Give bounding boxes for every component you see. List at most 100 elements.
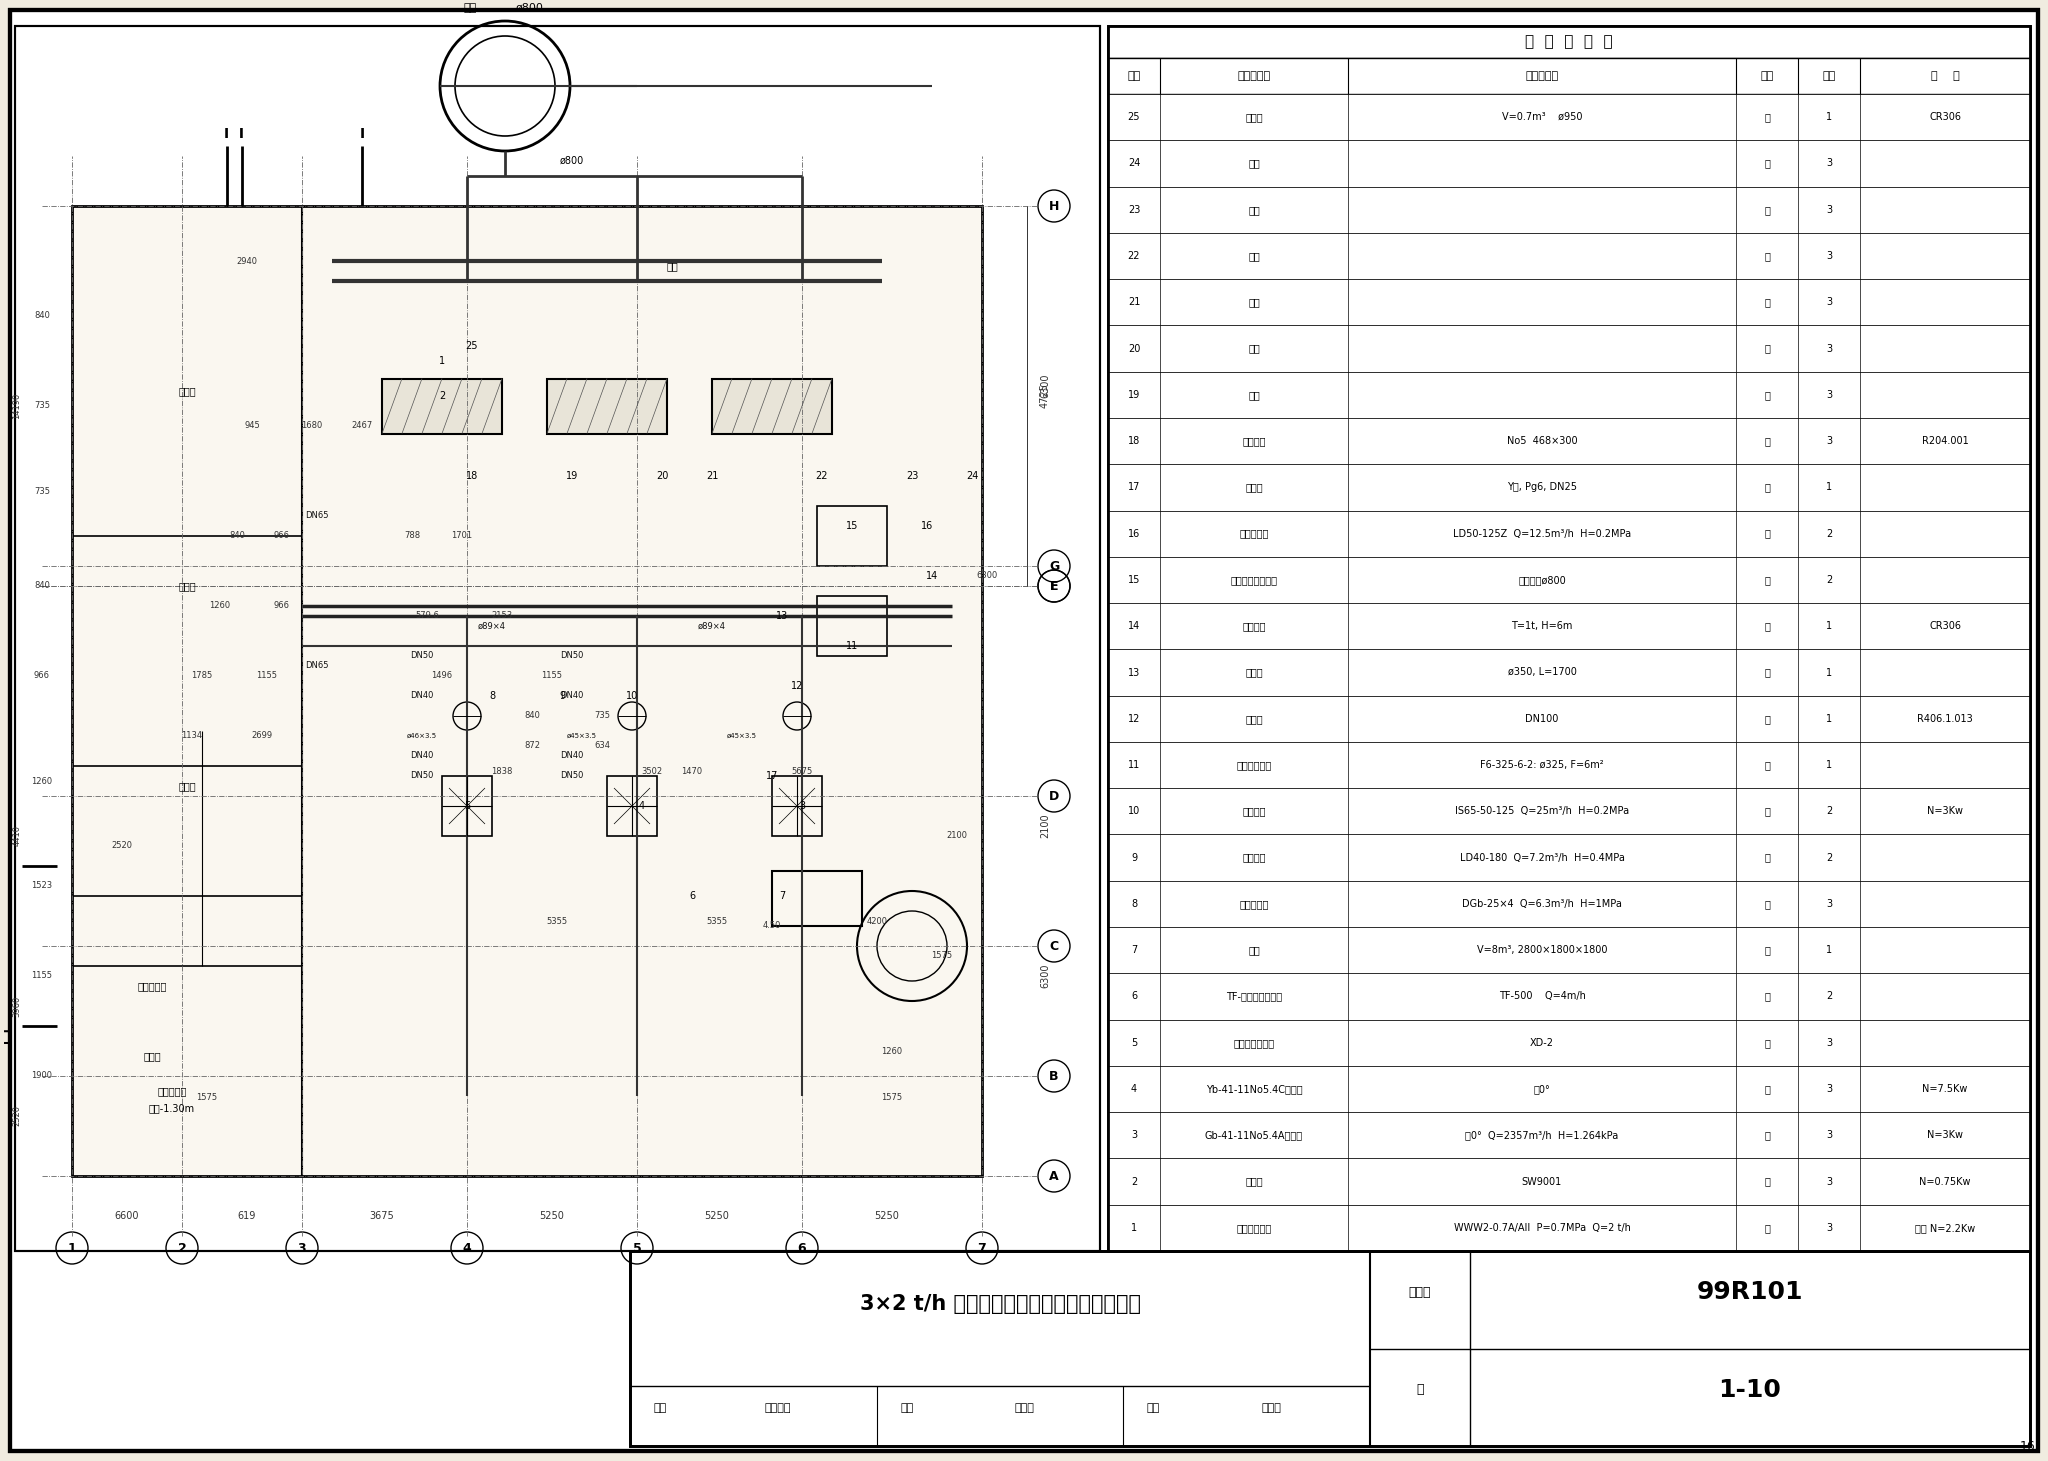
Text: 台: 台	[1763, 1131, 1769, 1140]
Text: 20: 20	[1128, 343, 1141, 354]
Text: 备    注: 备 注	[1931, 72, 1960, 80]
Text: 3: 3	[1130, 1131, 1137, 1140]
Text: 电动葫芦: 电动葫芦	[1243, 621, 1266, 631]
Text: 14: 14	[1128, 621, 1141, 631]
Text: 循环水泵: 循环水泵	[1243, 806, 1266, 817]
Text: DN50: DN50	[561, 652, 584, 660]
Text: 735: 735	[35, 487, 49, 495]
Text: H: H	[1049, 200, 1059, 212]
Bar	[631, 1251, 2030, 1446]
Bar	[1108, 232, 2030, 279]
Text: 6300: 6300	[977, 571, 997, 580]
Text: 烟囱: 烟囱	[463, 3, 477, 13]
Text: 台: 台	[1763, 1084, 1769, 1094]
Text: 2467: 2467	[352, 422, 373, 431]
Text: 2: 2	[1827, 806, 1833, 817]
Text: 23: 23	[905, 470, 918, 481]
Text: 5675: 5675	[791, 767, 813, 776]
Text: 2: 2	[1827, 853, 1833, 862]
Bar	[817, 596, 887, 656]
Text: WWW2-0.7A/AII  P=0.7MPa  Q=2 t/h: WWW2-0.7A/AII P=0.7MPa Q=2 t/h	[1454, 1223, 1630, 1233]
Text: ø46×3.5: ø46×3.5	[408, 733, 436, 739]
Text: 16: 16	[922, 522, 934, 530]
Text: 页: 页	[1417, 1384, 1423, 1397]
Text: Y型, Pg6, DN25: Y型, Pg6, DN25	[1507, 482, 1577, 492]
Text: 10: 10	[627, 691, 639, 701]
Bar	[1108, 787, 2030, 834]
Bar	[1108, 94, 2030, 140]
Text: DGb-25×4  Q=6.3m³/h  H=1MPa: DGb-25×4 Q=6.3m³/h H=1MPa	[1462, 899, 1622, 909]
Text: ø89×4: ø89×4	[477, 621, 506, 631]
Text: 2: 2	[1827, 529, 1833, 539]
Text: 2153: 2153	[492, 612, 512, 621]
Text: 1: 1	[1827, 621, 1833, 631]
Bar	[383, 378, 502, 434]
Text: 840: 840	[524, 712, 541, 720]
Text: 3: 3	[1827, 899, 1833, 909]
Text: 788: 788	[403, 532, 420, 541]
Text: 619: 619	[238, 1211, 256, 1221]
Text: LD40-180  Q=7.2m³/h  H=0.4MPa: LD40-180 Q=7.2m³/h H=0.4MPa	[1460, 853, 1624, 862]
Text: 吊煤斗: 吊煤斗	[1245, 112, 1264, 123]
Text: 21: 21	[1128, 297, 1141, 307]
Text: 卧式快装锅炉: 卧式快装锅炉	[1237, 1223, 1272, 1233]
Text: DN100: DN100	[1526, 714, 1559, 723]
Text: 1-10: 1-10	[1718, 1378, 1782, 1401]
Text: B: B	[1049, 1069, 1059, 1083]
Text: 1155: 1155	[31, 972, 53, 980]
Text: 1: 1	[1827, 482, 1833, 492]
Text: 1155: 1155	[256, 672, 276, 681]
Text: 5355: 5355	[547, 916, 567, 925]
Bar	[1108, 140, 2030, 187]
Text: 3: 3	[1827, 390, 1833, 400]
Bar	[1108, 603, 2030, 649]
Text: 烟道: 烟道	[1247, 297, 1260, 307]
Text: 579.6: 579.6	[416, 612, 438, 621]
Text: 个: 个	[1763, 390, 1769, 400]
Text: 2: 2	[1827, 992, 1833, 1001]
Text: 1575: 1575	[197, 1093, 217, 1103]
Text: 6: 6	[797, 1242, 807, 1255]
Text: 16: 16	[1128, 529, 1141, 539]
Text: G: G	[1049, 560, 1059, 573]
Text: 林小强: 林小强	[1262, 1404, 1282, 1413]
Text: 烟道闸门: 烟道闸门	[1243, 435, 1266, 446]
Bar	[1108, 881, 2030, 928]
Text: 台: 台	[1763, 1037, 1769, 1048]
Text: 2: 2	[178, 1242, 186, 1255]
Text: 个: 个	[1763, 297, 1769, 307]
Text: DN65: DN65	[305, 511, 330, 520]
Text: 设计: 设计	[1147, 1404, 1159, 1413]
Text: 配电室: 配电室	[143, 1050, 162, 1061]
Text: 4: 4	[1130, 1084, 1137, 1094]
Text: 工显岱名: 工显岱名	[764, 1404, 791, 1413]
Text: DN40: DN40	[561, 751, 584, 761]
Text: 台: 台	[1763, 1223, 1769, 1233]
Text: 4: 4	[463, 1242, 471, 1255]
Text: 3960: 3960	[12, 995, 20, 1017]
Text: N=3Kw: N=3Kw	[1927, 1131, 1962, 1140]
Text: 管德生: 管德生	[1014, 1404, 1034, 1413]
Bar	[1108, 557, 2030, 603]
Text: 除渣机: 除渣机	[1245, 1176, 1264, 1186]
Text: 11: 11	[1128, 760, 1141, 770]
Text: 台: 台	[1763, 899, 1769, 909]
Bar	[1108, 26, 2030, 1251]
Text: 2: 2	[1827, 576, 1833, 584]
Bar	[1108, 510, 2030, 557]
Bar	[1108, 326, 2030, 371]
Text: ø350, L=1700: ø350, L=1700	[1507, 668, 1577, 678]
Text: 3: 3	[1827, 1131, 1833, 1140]
Text: 1: 1	[1827, 945, 1833, 955]
Text: 21: 21	[707, 470, 719, 481]
Text: 名称及型号: 名称及型号	[1237, 72, 1270, 80]
Text: 炉排 N=2.2Kw: 炉排 N=2.2Kw	[1915, 1223, 1974, 1233]
Text: 16: 16	[2019, 1441, 2036, 1454]
Bar	[1108, 465, 2030, 510]
Text: XD-2: XD-2	[1530, 1037, 1554, 1048]
Text: N=3Kw: N=3Kw	[1927, 806, 1962, 817]
Text: 3: 3	[297, 1242, 307, 1255]
Text: 台: 台	[1763, 806, 1769, 817]
Text: R406.1.013: R406.1.013	[1917, 714, 1972, 723]
Text: 右0°  Q=2357m³/h  H=1.264kPa: 右0° Q=2357m³/h H=1.264kPa	[1466, 1131, 1618, 1140]
